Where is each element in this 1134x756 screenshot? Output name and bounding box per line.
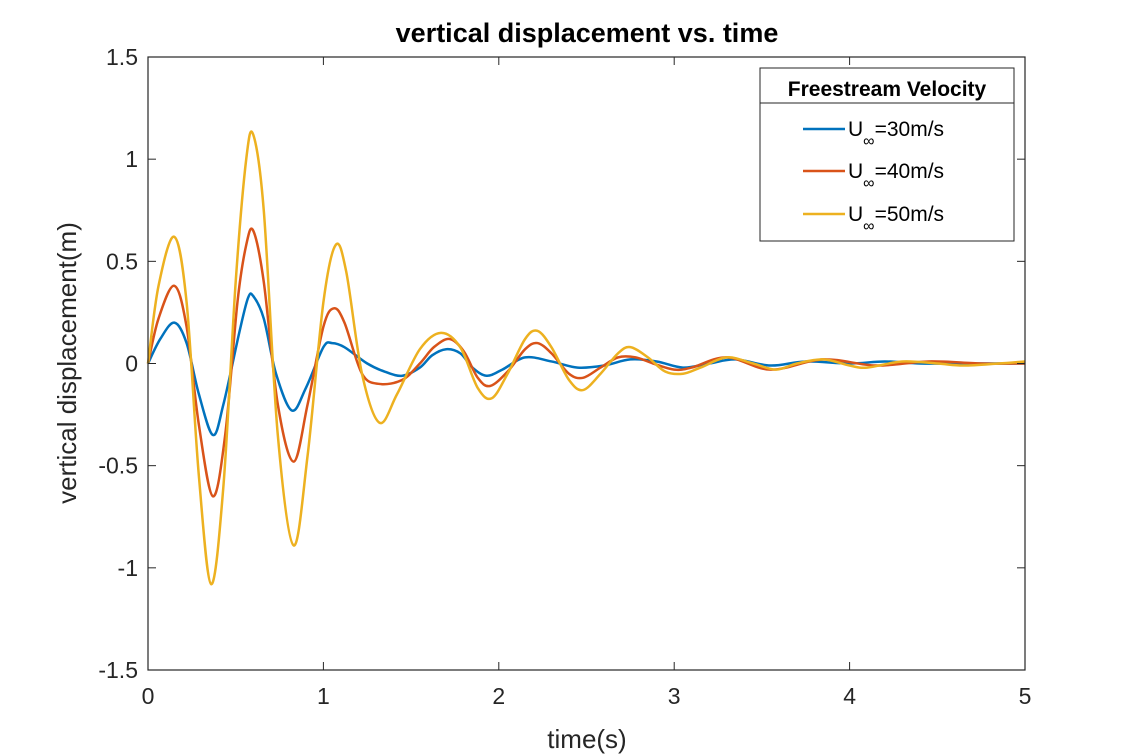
y-tick-label: 0.5 bbox=[106, 248, 138, 274]
series-line-40ms bbox=[146, 227, 1026, 498]
y-tick-label: 1.5 bbox=[106, 44, 138, 70]
y-tick-label: -1.5 bbox=[98, 657, 138, 683]
legend-entry-30: U∞=30m/s bbox=[848, 118, 944, 150]
legend-title: Freestream Velocity bbox=[788, 78, 987, 101]
y-tick-label: 1 bbox=[125, 146, 138, 172]
x-tick-label: 0 bbox=[142, 683, 155, 709]
chart-title: vertical displacement vs. time bbox=[396, 18, 779, 48]
series-line-50ms bbox=[146, 130, 1026, 586]
series-line-30ms bbox=[146, 292, 1025, 437]
x-axis-label: time(s) bbox=[547, 724, 626, 754]
legend: Freestream Velocity U∞=30m/s U∞=40m/s U∞… bbox=[759, 67, 1015, 242]
y-axis-label: vertical displacement(m) bbox=[52, 222, 82, 504]
plot-area bbox=[146, 130, 1026, 586]
x-tick-label: 1 bbox=[317, 683, 330, 709]
legend-entry-40: U∞=40m/s bbox=[848, 160, 944, 192]
y-tick-label: -1 bbox=[118, 555, 138, 581]
y-tick-label: -0.5 bbox=[98, 453, 138, 479]
x-tick-label: 5 bbox=[1019, 683, 1032, 709]
x-tick-label: 3 bbox=[668, 683, 681, 709]
axis-ticks: 0 1 2 3 4 5 -1.5 -1 -0.5 0 0.5 1 1.5 bbox=[98, 44, 1031, 709]
y-tick-label: 0 bbox=[125, 351, 138, 377]
x-tick-label: 4 bbox=[843, 683, 856, 709]
x-tick-label: 2 bbox=[492, 683, 505, 709]
legend-box bbox=[759, 67, 1015, 242]
legend-entry-50: U∞=50m/s bbox=[848, 203, 944, 235]
